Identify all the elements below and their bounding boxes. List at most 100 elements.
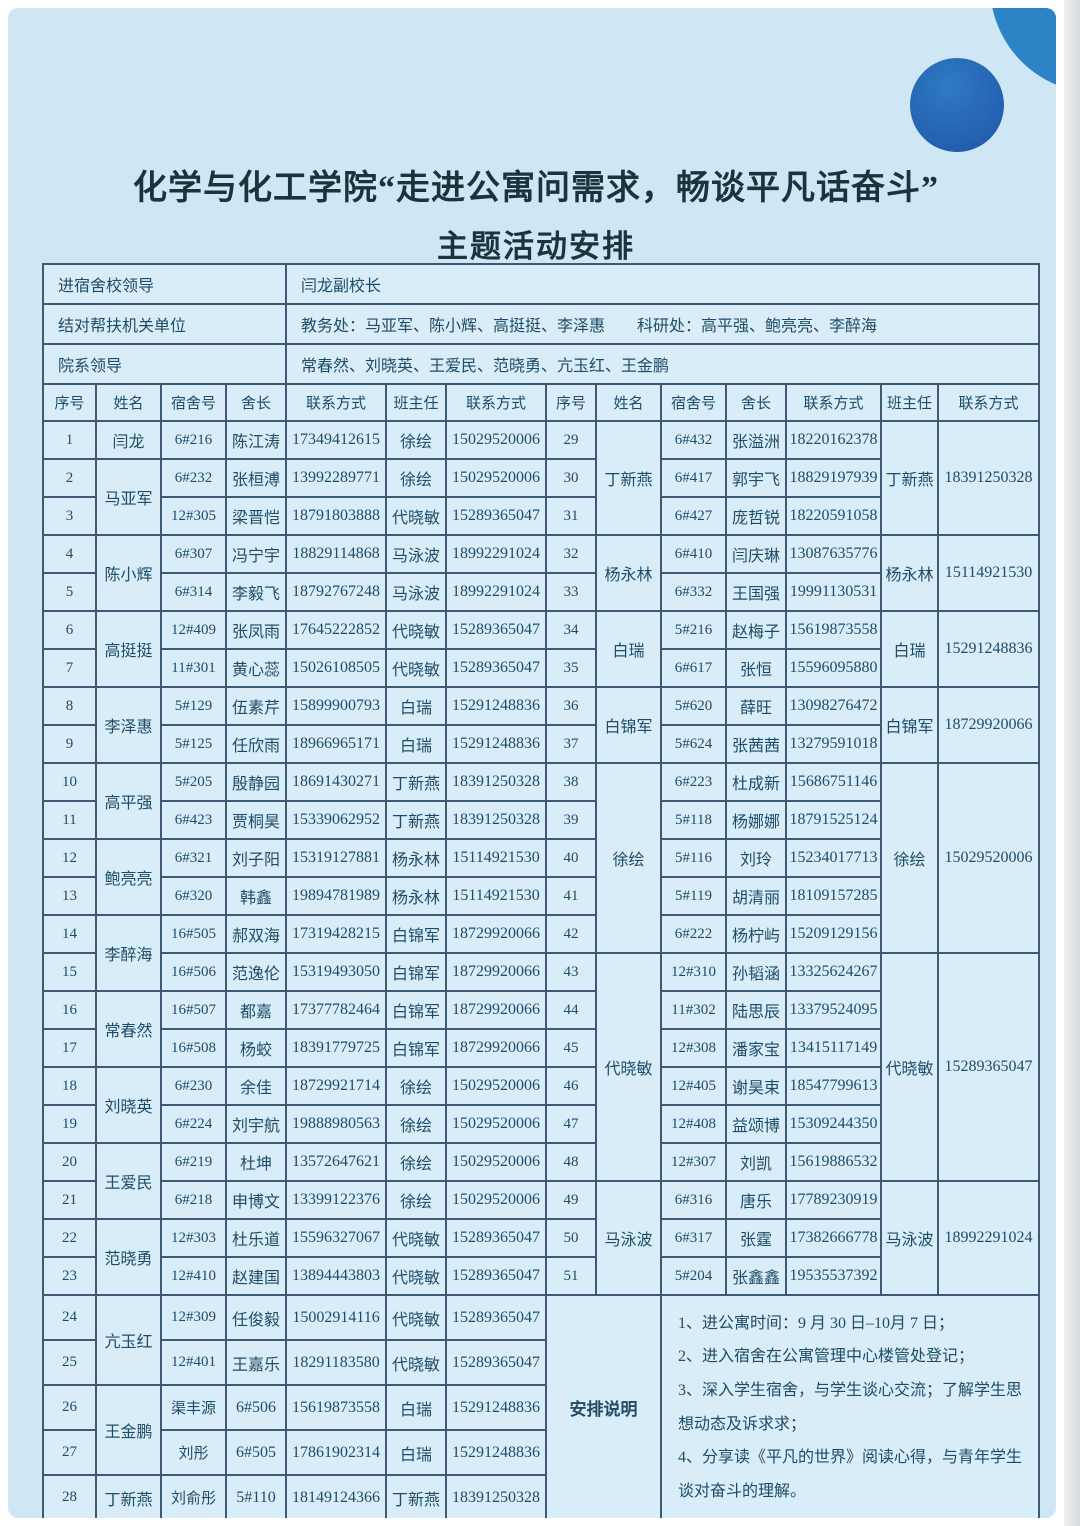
leader-cell: 杜成新 <box>725 762 788 802</box>
row-number-cell: 2 <box>42 458 97 498</box>
teacher-phone-cell: 15289365047 <box>445 1339 548 1386</box>
leader-cell: 郝双海 <box>224 914 288 954</box>
teacher-phone-cell: 18729920066 <box>445 1028 548 1068</box>
name-cell: 刘晓英 <box>95 1066 162 1144</box>
leader-cell: 唐乐 <box>725 1180 788 1220</box>
leader-phone-cell: 18966965171 <box>285 724 388 764</box>
row-number-cell: 31 <box>545 496 598 536</box>
dorm-cell: 6#316 <box>660 1180 728 1220</box>
row-number-cell: 15 <box>42 952 97 992</box>
teacher-cell: 白瑞 <box>385 1429 448 1476</box>
row-number-cell: 46 <box>545 1066 598 1106</box>
column-header-cell: 姓名 <box>95 383 162 422</box>
leader-phone-cell: 15899900793 <box>285 686 388 726</box>
info-value: 闫龙副校长 <box>285 263 1041 305</box>
dorm-cell: 12#410 <box>160 1256 227 1296</box>
row-number-cell: 47 <box>545 1104 598 1144</box>
table-row: 1 闫龙 6#216 陈江涛 17349412615 徐绘 15029520006 29 丁新燕… <box>42 420 1041 536</box>
leader-cell: 潘家宝 <box>725 1028 788 1068</box>
dorm-cell: 5#216 <box>660 610 728 650</box>
dorm-cell: 12#309 <box>160 1294 227 1341</box>
table-row: 11 6#423 贾桐昊 15339062952 丁新燕 18391250328 39 5#1… <box>42 800 1039 840</box>
leader-phone-cell: 15234017713 <box>785 838 883 878</box>
leader-phone-cell: 13325624267 <box>785 952 883 992</box>
dorm-cell: 16#508 <box>160 1028 227 1068</box>
page-title: 化学与化工学院“走进公寓问需求，畅谈平凡话奋斗” <box>133 170 939 207</box>
row-number-cell: 28 <box>42 1474 97 1518</box>
row-number-cell: 26 <box>42 1384 97 1431</box>
dorm-cell: 12#401 <box>160 1339 227 1386</box>
row-number-cell: 49 <box>545 1180 598 1220</box>
teacher-cell: 白锦军 <box>385 914 448 954</box>
dorm-cell: 6#230 <box>160 1066 227 1106</box>
table-row: 22 范晓勇 12#303 杜乐道 15596327067 代晓敏 15289365047 5… <box>42 1218 1039 1296</box>
row-number-cell: 43 <box>545 952 598 992</box>
note-line: 3、深入学生宿舍，与学生谈心交流；了解学生思想动态及诉求求； <box>678 1381 1023 1433</box>
leader-phone-cell: 18729921714 <box>285 1066 388 1106</box>
leader-cell: 陈江涛 <box>224 420 288 460</box>
teacher-phone-cell: 18391250328 <box>445 1474 548 1518</box>
teacher-cell: 代晓敏 <box>880 952 940 1182</box>
leader-cell: 庞哲锐 <box>725 496 788 536</box>
teacher-cell: 杨永林 <box>385 876 448 916</box>
leader-cell: 刘宇航 <box>224 1104 288 1144</box>
leader-cell: 郭宇飞 <box>725 458 788 498</box>
table-row: 18 刘晓英 6#230 余佳 18729921714 徐绘 15029520006 46 12… <box>42 1066 1039 1144</box>
leader-phone-cell: 17319428215 <box>285 914 388 954</box>
dorm-cell: 12#405 <box>660 1066 728 1106</box>
teacher-phone-cell: 15114921530 <box>445 838 548 878</box>
info-row: 结对帮扶机关单位 教务处：马亚军、陈小辉、高挺挺、李泽惠 科研处：高平强、鲍亮亮… <box>41 303 1041 345</box>
teacher-phone-cell: 18992291024 <box>445 534 548 574</box>
leader-cell: 李毅飞 <box>224 572 288 612</box>
table-row: 21 6#218 申博文 13399122376 徐绘 15029520006 49 马泳波 6… <box>42 1180 1041 1296</box>
leader-phone-cell: 15339062952 <box>285 800 388 840</box>
row-number-cell: 29 <box>545 420 598 460</box>
leader-cell: 6#506 <box>224 1384 288 1431</box>
teacher-cell: 白锦军 <box>880 686 940 764</box>
name-cell: 王爱民 <box>95 1142 162 1220</box>
name-cell: 亢玉红 <box>95 1294 162 1386</box>
row-number-cell: 45 <box>545 1028 598 1068</box>
dorm-cell: 5#620 <box>660 686 728 726</box>
dorm-cell: 渠丰源 <box>160 1384 227 1431</box>
teacher-phone-cell: 15289365047 <box>445 610 548 650</box>
leader-phone-cell: 13279591018 <box>785 724 883 764</box>
dorm-cell: 6#317 <box>660 1218 728 1258</box>
decorative-circle-large <box>910 58 1004 152</box>
row-number-cell: 22 <box>42 1218 97 1258</box>
leader-cell: 冯宁宇 <box>224 534 288 574</box>
teacher-cell: 代晓敏 <box>385 610 448 650</box>
leader-phone-cell: 15319493050 <box>285 952 388 992</box>
row-number-cell: 24 <box>42 1294 97 1341</box>
leader-phone-cell: 17645222852 <box>285 610 388 650</box>
dorm-cell: 6#307 <box>160 534 227 574</box>
leader-cell: 余佳 <box>224 1066 288 1106</box>
leader-cell: 闫庆琳 <box>725 534 788 574</box>
leader-cell: 殷静园 <box>224 762 288 802</box>
leader-cell: 杨柠屿 <box>725 914 788 954</box>
row-number-cell: 19 <box>42 1104 97 1144</box>
leader-phone-cell: 18829197939 <box>785 458 883 498</box>
table-row: 10 高平强 5#205 殷静园 18691430271 丁新燕 18391250328 38… <box>42 762 1041 954</box>
column-header-cell: 班主任 <box>880 383 940 422</box>
leader-cell: 赵梅子 <box>725 610 788 650</box>
teacher-phone-cell: 18391250328 <box>937 420 1041 536</box>
teacher-phone-cell: 15289365047 <box>445 648 548 688</box>
leader-phone-cell: 18220591058 <box>785 496 883 536</box>
row-number-cell: 20 <box>42 1142 97 1182</box>
row-number-cell: 13 <box>42 876 97 916</box>
dorm-cell: 6#219 <box>160 1142 227 1182</box>
leader-phone-cell: 18109157285 <box>785 876 883 916</box>
notes-label-cell: 安排说明 <box>545 1294 663 1518</box>
teacher-phone-cell: 15029520006 <box>445 1142 548 1182</box>
teacher-phone-cell: 15289365047 <box>937 952 1041 1182</box>
column-header-cell: 班主任 <box>385 383 448 422</box>
table-row: 20 王爱民 6#219 杜坤 13572647621 徐绘 15029520006 48 12… <box>42 1142 1039 1220</box>
teacher-cell: 马泳波 <box>880 1180 940 1296</box>
name-cell: 高平强 <box>95 762 162 840</box>
leader-phone-cell: 15002914116 <box>285 1294 388 1341</box>
leader-phone-cell: 19991130531 <box>785 572 883 612</box>
dorm-cell: 5#205 <box>160 762 227 802</box>
teacher-cell: 白瑞 <box>880 610 940 688</box>
dorm-cell: 刘彤 <box>160 1429 227 1476</box>
